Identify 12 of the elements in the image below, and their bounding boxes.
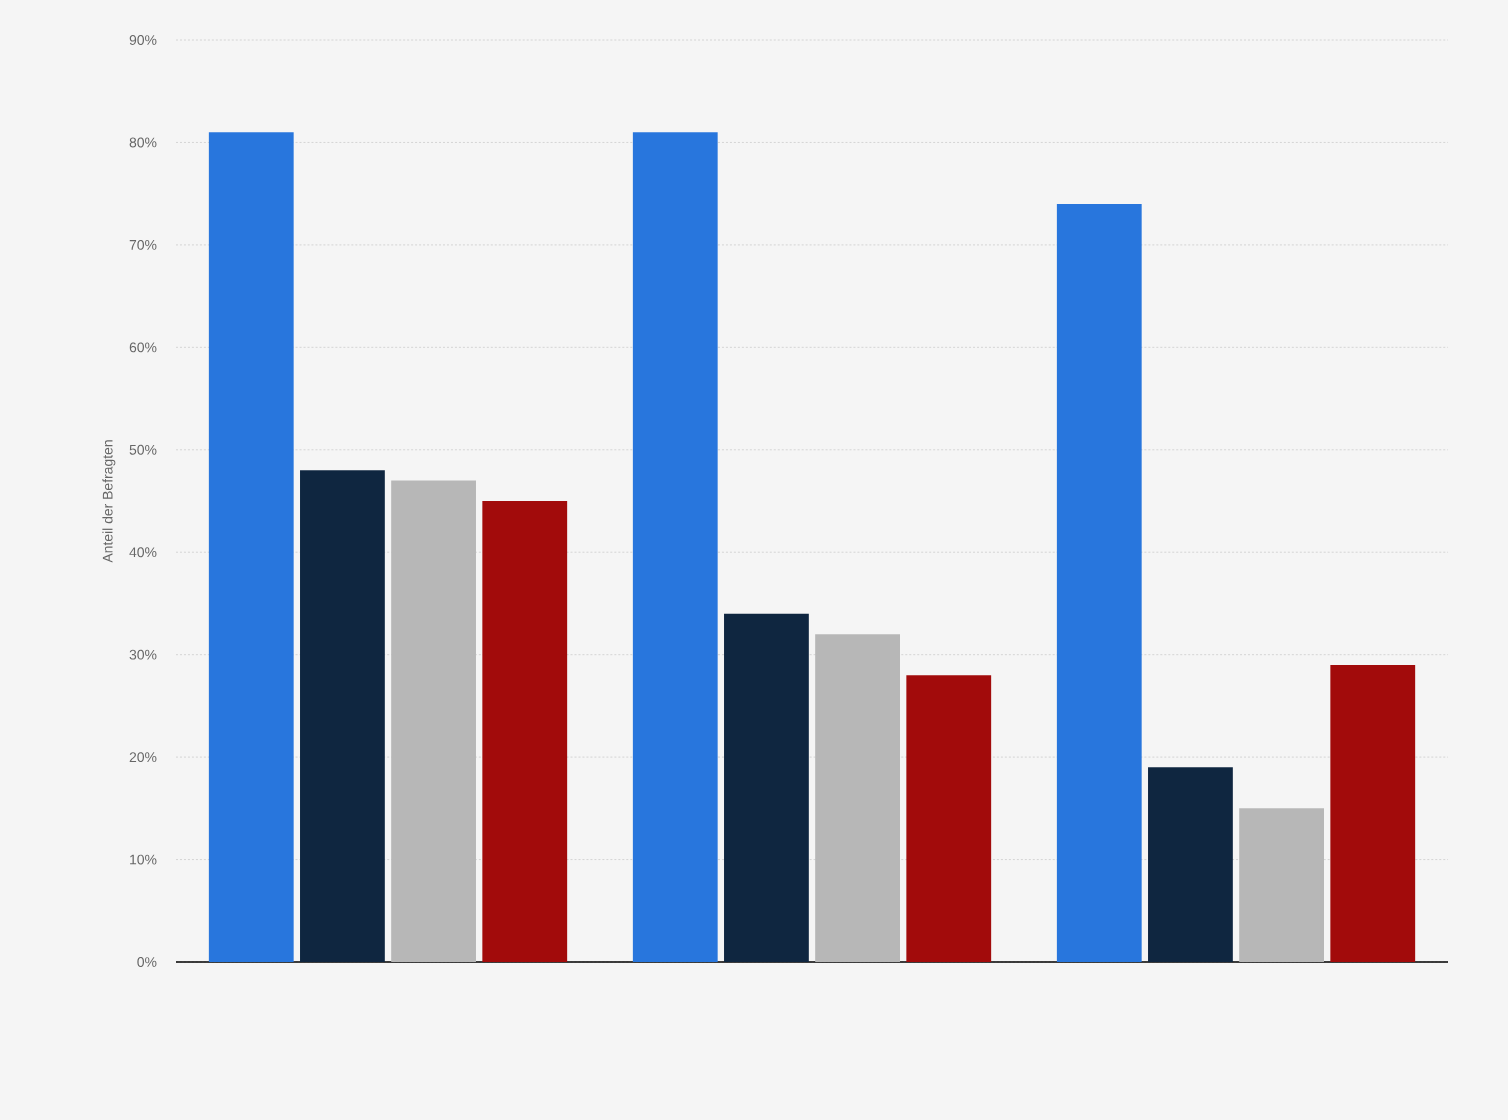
bar bbox=[208, 132, 294, 962]
bar bbox=[815, 634, 900, 962]
bar bbox=[724, 613, 809, 962]
bar bbox=[906, 675, 992, 962]
bar bbox=[632, 132, 718, 962]
bar bbox=[1330, 664, 1416, 962]
bar bbox=[1056, 203, 1142, 962]
bar bbox=[482, 501, 568, 962]
bar bbox=[391, 480, 476, 962]
bar bbox=[300, 470, 385, 962]
bar bbox=[1148, 767, 1233, 962]
bar bbox=[1239, 808, 1324, 962]
